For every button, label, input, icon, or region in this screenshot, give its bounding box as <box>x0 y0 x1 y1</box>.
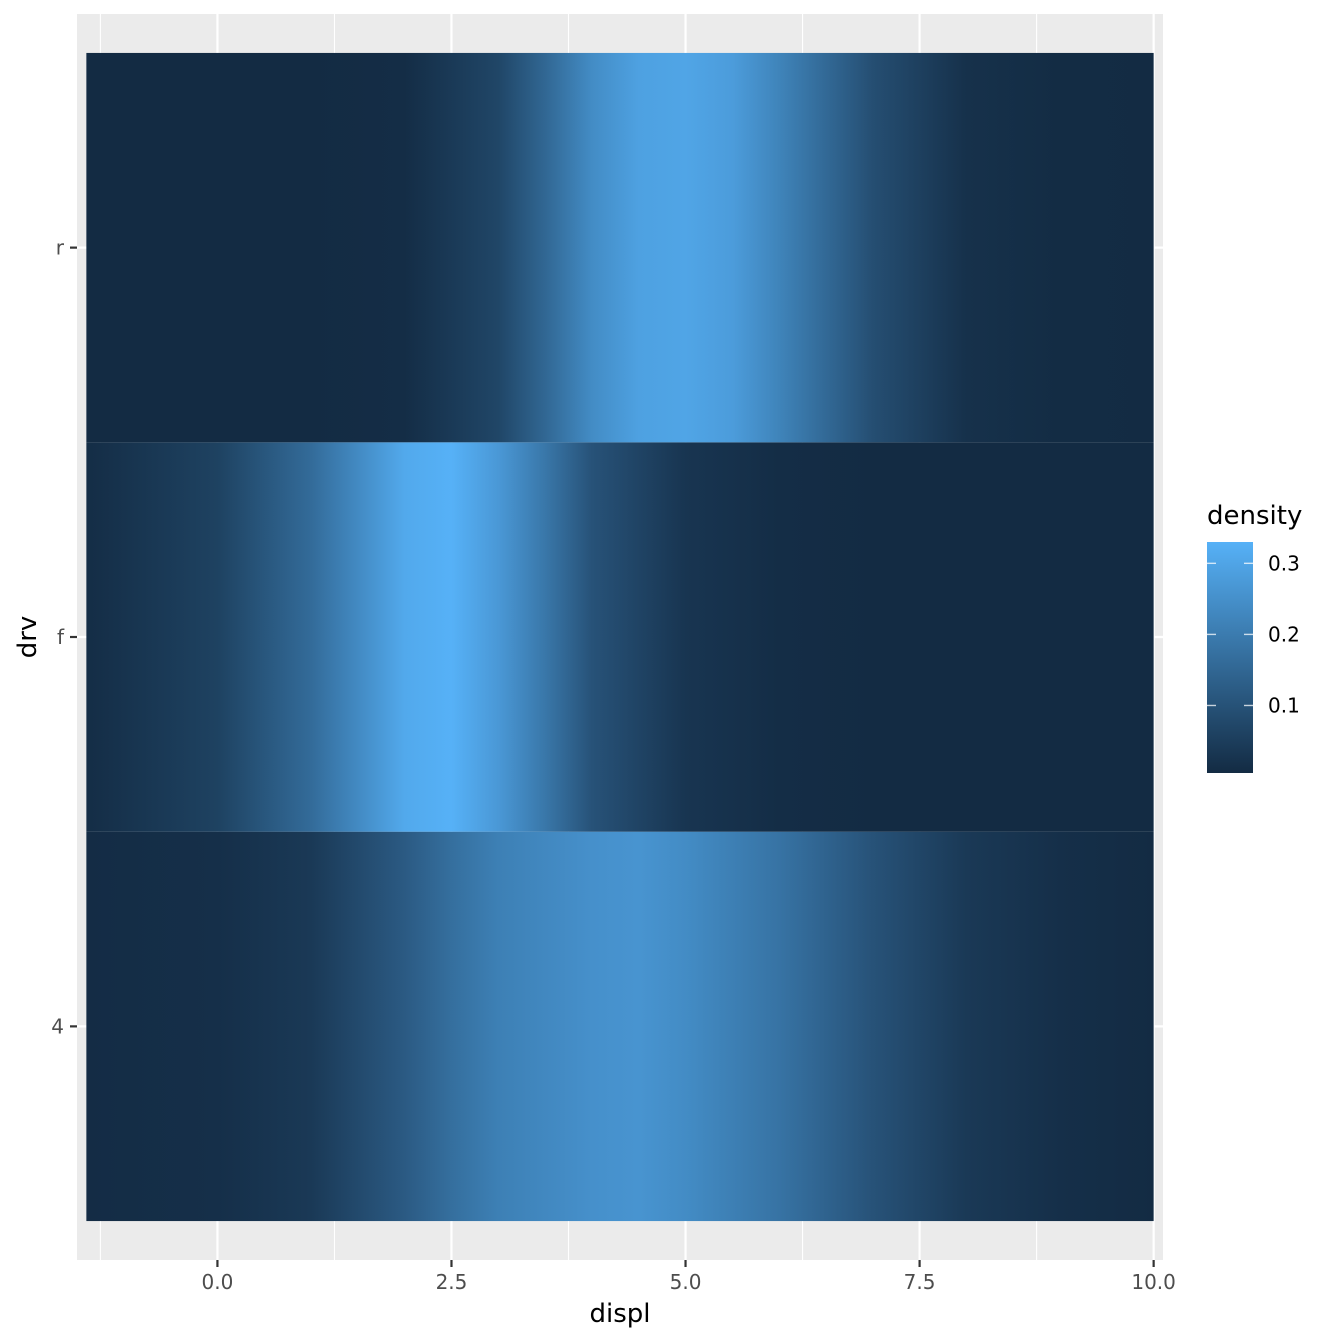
y-axis-title: drv <box>13 616 43 659</box>
x-axis-title: displ <box>589 1299 650 1329</box>
legend-tick-label: 0.2 <box>1268 622 1300 646</box>
legend: density 0.1 0.2 0.3 <box>1207 501 1302 773</box>
density-tiles <box>86 52 1154 1222</box>
x-tick-label: 5.0 <box>670 1270 702 1294</box>
y-tick-label: 4 <box>51 1014 64 1038</box>
legend-tick-label: 0.3 <box>1268 551 1300 575</box>
y-tick-label: f <box>57 625 65 649</box>
density-band-4 <box>86 831 1154 1222</box>
density-band-f <box>86 442 1154 832</box>
x-tick-label: 2.5 <box>436 1270 468 1294</box>
legend-tick-label: 0.1 <box>1268 693 1300 717</box>
legend-title: density <box>1207 501 1302 531</box>
axes: 0.0 2.5 5.0 7.5 10.0 4 f r <box>51 236 1176 1294</box>
x-tick-label: 7.5 <box>904 1270 936 1294</box>
y-tick-label: r <box>56 236 65 260</box>
density-band-r <box>86 52 1154 443</box>
x-tick-label: 10.0 <box>1131 1270 1176 1294</box>
legend-colorbar <box>1207 542 1253 773</box>
x-tick-label: 0.0 <box>202 1270 234 1294</box>
